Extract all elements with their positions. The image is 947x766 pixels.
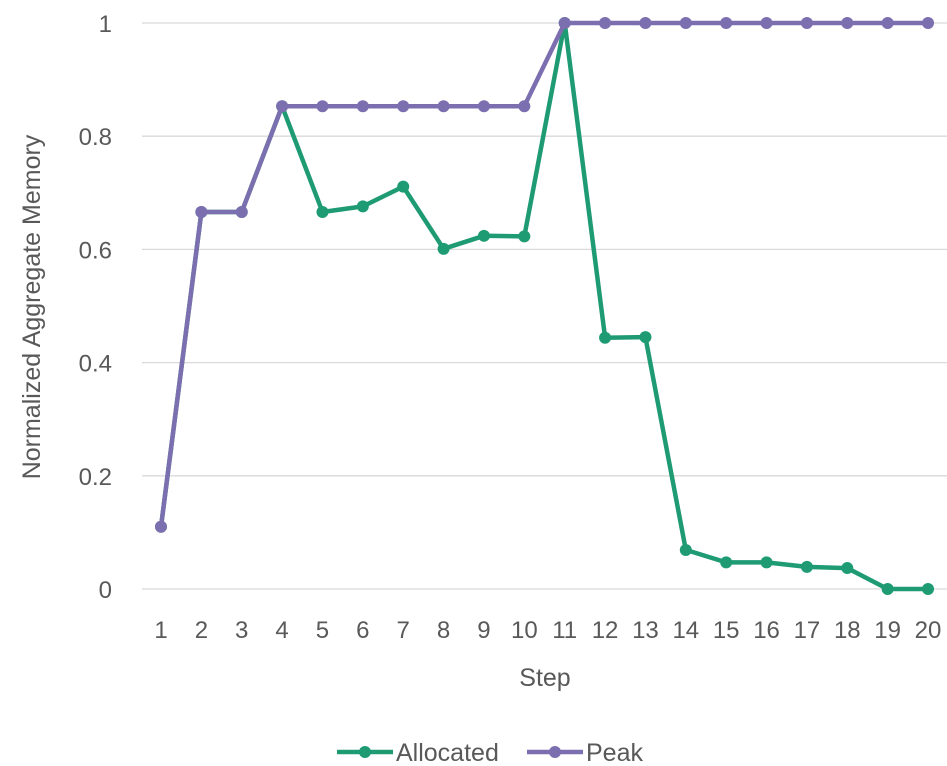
data-point: [922, 17, 935, 29]
data-point: [599, 17, 612, 29]
legend-item: Peak: [527, 739, 643, 766]
x-tick-label: 13: [632, 617, 659, 644]
data-point: [518, 230, 531, 243]
y-tick-label: 0.8: [79, 124, 112, 151]
x-tick-label: 3: [235, 617, 248, 644]
y-axis-label: Normalized Aggregate Memory: [18, 134, 46, 479]
data-point: [235, 206, 248, 219]
data-point: [477, 229, 490, 242]
data-point: [558, 17, 571, 29]
legend-label: Allocated: [396, 739, 499, 766]
data-point: [599, 331, 612, 344]
y-axis-ticks: 0 0.2 0.4 0.6 0.8 1: [79, 11, 112, 604]
data-point: [800, 17, 813, 29]
data-point: [679, 17, 692, 29]
y-tick-label: 1: [99, 11, 112, 38]
x-tick-label: 19: [874, 617, 901, 644]
data-point: [639, 17, 652, 29]
data-point: [800, 560, 813, 573]
data-point: [922, 583, 935, 595]
x-tick-label: 1: [154, 617, 167, 644]
x-tick-label: 8: [437, 617, 450, 644]
data-point: [437, 242, 450, 255]
y-tick-label: 0: [99, 577, 112, 604]
x-tick-label: 11: [552, 617, 577, 644]
data-point: [881, 17, 894, 29]
legend-label: Peak: [586, 739, 643, 766]
x-tick-label: 7: [397, 617, 410, 644]
data-point: [841, 562, 854, 575]
series-line: [158, 20, 931, 592]
legend-swatch-marker: [549, 746, 561, 758]
x-tick-label: 4: [275, 617, 288, 644]
x-axis-label: Step: [519, 664, 570, 692]
series-layer: [155, 17, 935, 595]
x-tick-label: 20: [915, 617, 942, 644]
series-allocated: [155, 17, 935, 595]
data-point: [437, 100, 450, 113]
data-point: [639, 331, 652, 344]
legend: Allocated Peak: [337, 739, 643, 766]
data-point: [397, 180, 410, 193]
data-point: [518, 100, 531, 113]
data-point: [881, 583, 894, 595]
series-line: [158, 20, 931, 529]
x-tick-label: 12: [592, 617, 619, 644]
data-point: [316, 206, 329, 219]
data-point: [760, 17, 773, 29]
x-tick-label: 17: [794, 617, 821, 644]
x-tick-label: 10: [511, 617, 538, 644]
data-point: [720, 556, 733, 569]
x-tick-label: 18: [834, 617, 861, 644]
data-point: [720, 17, 733, 29]
data-point: [679, 543, 692, 556]
x-tick-label: 15: [713, 617, 740, 644]
y-tick-label: 0.2: [79, 464, 112, 491]
data-point: [760, 556, 773, 569]
x-axis-ticks: 1 2 3 4 5 6 7 8 9 10 11 12 13 14 15 16 17 18 19 20: [154, 617, 941, 644]
legend-swatch-marker: [359, 746, 371, 758]
x-tick-label: 9: [477, 617, 490, 644]
data-point: [276, 100, 289, 113]
data-point: [397, 100, 410, 113]
y-tick-label: 0.4: [79, 351, 112, 378]
data-point: [195, 206, 208, 219]
gridlines: [142, 22, 947, 590]
y-tick-label: 0.6: [79, 237, 112, 264]
data-point: [841, 17, 854, 29]
data-point: [356, 200, 369, 213]
data-point: [155, 520, 167, 533]
data-point: [477, 100, 490, 113]
x-tick-label: 16: [753, 617, 780, 644]
x-tick-label: 6: [356, 617, 369, 644]
legend-item: Allocated: [337, 739, 499, 766]
data-point: [356, 100, 369, 113]
data-point: [316, 100, 329, 113]
x-tick-label: 2: [195, 617, 208, 644]
series-peak: [155, 17, 935, 533]
x-tick-label: 5: [316, 617, 329, 644]
x-tick-label: 14: [672, 617, 699, 644]
